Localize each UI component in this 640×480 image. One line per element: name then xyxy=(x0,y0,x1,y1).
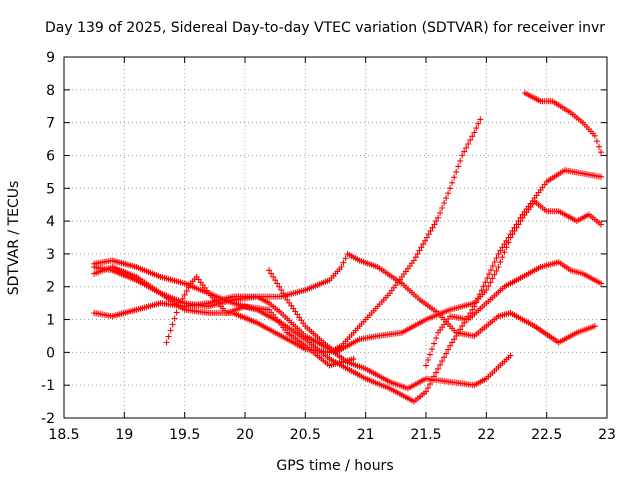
y-tick-label: 5 xyxy=(46,181,55,197)
x-tick-label: 20 xyxy=(236,427,254,443)
series-sat-h xyxy=(521,90,604,156)
y-tick-label: 3 xyxy=(46,247,55,263)
y-tick-label: -1 xyxy=(41,378,55,394)
x-tick-label: 20.5 xyxy=(290,427,321,443)
data-marks xyxy=(91,90,604,405)
x-tick-label: 18.5 xyxy=(48,427,79,443)
y-tick-label: 1 xyxy=(46,313,55,329)
y-tick-label: 2 xyxy=(46,280,55,296)
y-axis-label: SDTVAR / TECUs xyxy=(6,181,22,296)
series-sat-a xyxy=(91,167,604,405)
axis-ticks: 18.5 19 19.5 20 20.5 21 21.5 22 22.5 23-2-1012345… xyxy=(41,50,616,443)
plus-marker-trace xyxy=(521,90,604,156)
x-tick-label: 21 xyxy=(357,427,375,443)
x-tick-label: 19 xyxy=(115,427,133,443)
y-tick-label: 7 xyxy=(46,116,55,132)
series-sat-d xyxy=(91,250,598,346)
y-tick-label: 9 xyxy=(46,50,55,66)
y-tick-label: -2 xyxy=(41,411,55,427)
chart-title: Day 139 of 2025, Sidereal Day-to-day VTE… xyxy=(45,20,605,36)
plus-marker-trace xyxy=(423,259,604,369)
x-axis-label: GPS time / hours xyxy=(276,458,393,474)
x-tick-label: 21.5 xyxy=(410,427,441,443)
plus-marker-trace xyxy=(163,273,357,369)
y-tick-label: 0 xyxy=(46,345,55,361)
x-tick-label: 23 xyxy=(598,427,616,443)
series-sat-b xyxy=(91,264,514,392)
x-tick-label: 22 xyxy=(477,427,495,443)
plus-marker-trace xyxy=(91,167,604,405)
y-tick-label: 6 xyxy=(46,148,55,164)
series-sat-e xyxy=(163,273,357,369)
plus-marker-trace xyxy=(91,264,514,392)
y-tick-label: 8 xyxy=(46,83,55,99)
series-sat-g xyxy=(423,259,604,369)
series-sat-f xyxy=(266,198,604,356)
plus-marker-trace xyxy=(266,198,604,356)
y-tick-label: 4 xyxy=(46,214,55,230)
plus-marker-trace xyxy=(91,250,598,346)
plot-frame xyxy=(63,56,608,419)
x-tick-label: 22.5 xyxy=(531,427,562,443)
x-tick-label: 19.5 xyxy=(169,427,200,443)
